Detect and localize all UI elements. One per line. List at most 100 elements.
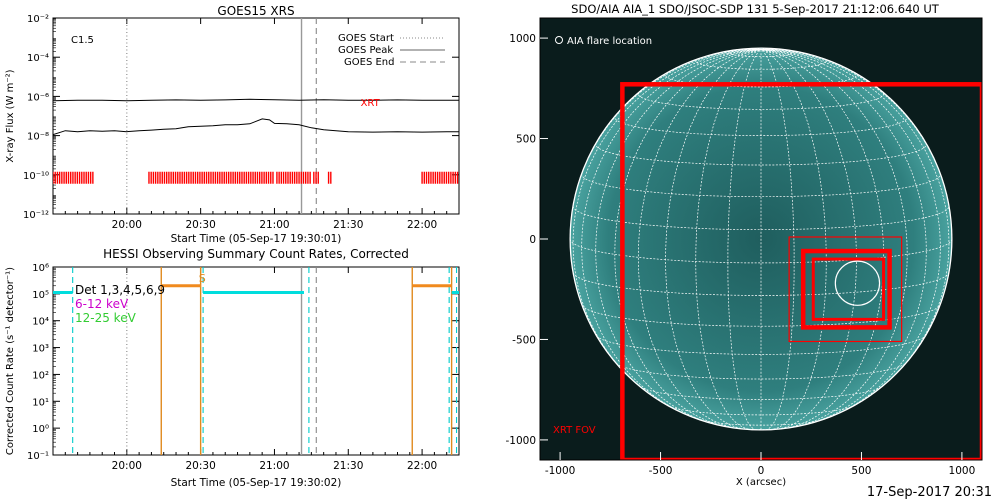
hessi-plot-frame [52,266,460,456]
goes-legend: GOES Start GOES Peak GOES End [338,33,445,68]
x-tick-label: 20:30 [186,460,216,472]
grid-line [639,386,883,400]
grid-line [581,49,762,418]
aia-ticks: -1000 -500 0 500 1000 1000 500 0 -500 -1000 [505,33,975,477]
y-tick-label: 10⁻¹² [23,210,49,221]
aia-x-tick-label: 0 [758,465,765,477]
pointing-box [811,257,886,321]
hessi-panel: HESSI Observing Summary Count Rates, Cor… [5,247,460,489]
grid-line [665,72,857,88]
y-tick-label: 10² [32,370,49,381]
grid-line [595,49,762,425]
hessi-legend-low: 6-12 keV [75,297,129,311]
aia-x-tick-label: 1000 [949,465,976,477]
hessi-saa-marker: S [199,272,206,285]
goes-legend-end: GOES End [344,57,394,68]
goes-xlabel: Start Time (05-Sep-17 19:30:01) [171,233,342,245]
grid-line [720,48,762,53]
aia-y-tick-label: 500 [516,134,536,146]
aia-y-tick-label: 0 [529,234,536,246]
grid-line [760,49,827,430]
y-tick-label: 10⁻¹ [27,451,49,462]
flare-legend-label: AIA flare location [567,36,652,47]
aia-x-tick-label: -500 [649,465,673,477]
x-tick-label: 21:00 [259,460,289,472]
grid-line [727,49,762,431]
goes-xrt-annotation: XRT [361,98,381,109]
hessi-ylabel: Corrected Count Rate (s⁻¹ detector⁻¹) [5,267,16,455]
y-tick-label: 10⁻² [27,14,49,25]
aia-title: SDO/AIA AIA_1 SDO/JSOC-SDP 131 5-Sep-201… [571,2,940,16]
goes-ylabel: X-ray Flux (W m⁻²) [5,69,16,162]
pointing-box [788,236,903,343]
grid-line [637,91,885,110]
hessi-ticks: 20:00 20:30 21:00 21:30 22:00 10⁻¹ 10⁰ 10¹ 10² 10… [27,263,459,472]
hessi-legend-high: 12-25 keV [75,311,137,325]
pointing-box [800,248,892,330]
grid-line [760,49,908,428]
x-tick-label: 21:30 [333,460,363,472]
grid-line [760,49,950,392]
y-tick-label: 10⁻⁶ [27,92,49,103]
grid-line [760,49,795,431]
grid-line [614,49,762,428]
grid-line [760,49,927,425]
y-tick-label: 10¹ [32,397,49,408]
xrt-fov-box [620,82,982,460]
y-tick-label: 10⁰ [32,424,49,435]
aia-y-tick-label: -1000 [505,435,536,447]
flare-location-circle [834,260,881,306]
heliographic-grid [569,47,953,431]
x-tick-label: 20:00 [112,219,142,231]
y-tick-label: 10³ [32,344,49,355]
grid-line [569,238,953,264]
aia-y-tick-label: -500 [512,334,536,346]
x-tick-label: 20:00 [112,460,142,472]
goes-xrs-panel: GOES15 XRS 20:00 20:30 21:00 21:30 22:00 10⁻²… [5,4,460,245]
hessi-data [53,267,459,455]
x-tick-label: 22:00 [407,460,437,472]
y-tick-label: 10⁻¹⁰ [23,171,49,182]
xrt-fov-label: XRT FOV [553,425,596,436]
timestamp-footer: 17-Sep-2017 20:31 [867,485,992,500]
x-tick-label: 22:00 [407,219,437,231]
x-tick-label: 20:30 [186,219,216,231]
grid-line [760,49,941,418]
grid-line [572,49,762,392]
y-tick-label: 10⁻⁸ [27,132,49,143]
solar-limb [569,47,953,431]
grid-line [727,49,795,58]
grid-line [581,173,941,198]
goes-legend-peak: GOES Peak [338,45,393,56]
grid-line [665,49,762,430]
y-tick-label: 10⁻⁴ [27,53,49,64]
aia-image-panel: SDO/AIA AIA_1 SDO/JSOC-SDP 131 5-Sep-201… [505,2,983,488]
goes-long-channel-line [53,98,459,102]
hessi-legend: Det 1,3,4,5,6,9 6-12 keV 12-25 keV [75,283,165,325]
y-tick-label: 10⁵ [32,290,49,301]
aia-y-tick-label: 1000 [509,33,536,45]
grid-line [581,305,941,327]
hessi-legend-det: Det 1,3,4,5,6,9 [75,283,165,297]
goes-data: XRT [53,18,459,214]
grid-line [760,49,857,430]
grid-line [615,363,907,380]
y-tick-label: 10⁶ [32,263,49,274]
aia-x-tick-label: -1000 [545,465,576,477]
grid-line [760,49,885,430]
grid-line [637,49,762,430]
goes-plot-frame [52,17,460,215]
flare-legend-symbol [555,36,563,44]
aia-xlabel: X (arcsec) [736,477,786,488]
x-tick-label: 21:00 [259,219,289,231]
goes-flare-class: C1.5 [71,35,94,46]
hessi-title: HESSI Observing Summary Count Rates, Cor… [103,247,409,261]
goes-legend-start: GOES Start [338,33,394,44]
fov-boxes [620,82,982,460]
grid-line [695,49,762,430]
goes-title: GOES15 XRS [217,4,294,18]
x-tick-label: 21:30 [333,219,363,231]
aia-x-tick-label: 500 [851,465,871,477]
hessi-xlabel: Start Time (05-Sep-17 19:30:02) [171,477,342,489]
